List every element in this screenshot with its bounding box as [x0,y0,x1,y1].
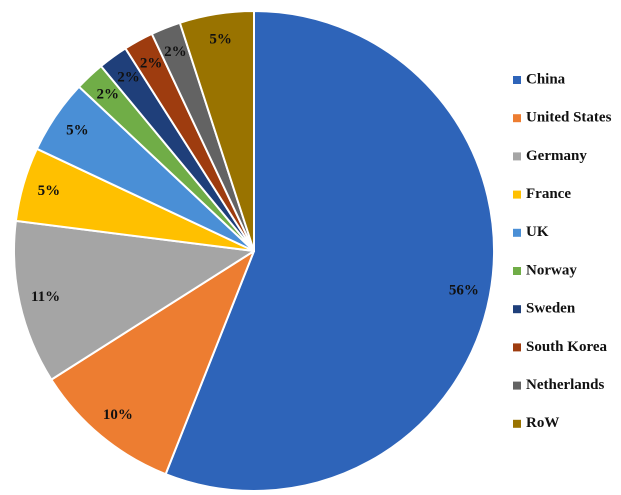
data-label: 11% [31,289,60,305]
legend-label: Norway [526,262,577,278]
data-label: 2% [117,70,140,86]
legend-swatch [513,190,521,199]
legend-swatch [513,343,521,352]
legend-label: Sweden [526,301,576,317]
legend-swatch [513,305,521,314]
legend-label: RoW [526,415,559,431]
data-label: 2% [97,87,120,103]
legend-swatch [513,419,521,428]
data-label: 2% [140,55,163,71]
legend-swatch [513,152,521,161]
pie-slice [178,10,255,252]
pie-slice [164,10,495,492]
data-label: 5% [38,183,61,199]
legend-swatch [513,267,521,275]
legend-label: United States [526,110,612,126]
data-label: 10% [103,407,133,423]
pie-slice [13,219,255,381]
legend-swatch [513,76,521,84]
legend-label: South Korea [526,339,607,355]
legend-label: Germany [526,148,587,164]
data-label: 5% [66,122,89,138]
data-label: 5% [209,31,232,47]
data-label: 2% [164,44,187,60]
legend-label: UK [526,224,549,240]
legend-label: China [526,71,566,87]
legend-label: France [526,186,571,202]
legend-swatch [513,114,521,123]
pie-slice [50,250,255,476]
legend-swatch [513,228,521,237]
legend-label: Netherlands [526,377,604,393]
data-label: 56% [449,282,479,298]
legend-swatch [513,381,521,390]
